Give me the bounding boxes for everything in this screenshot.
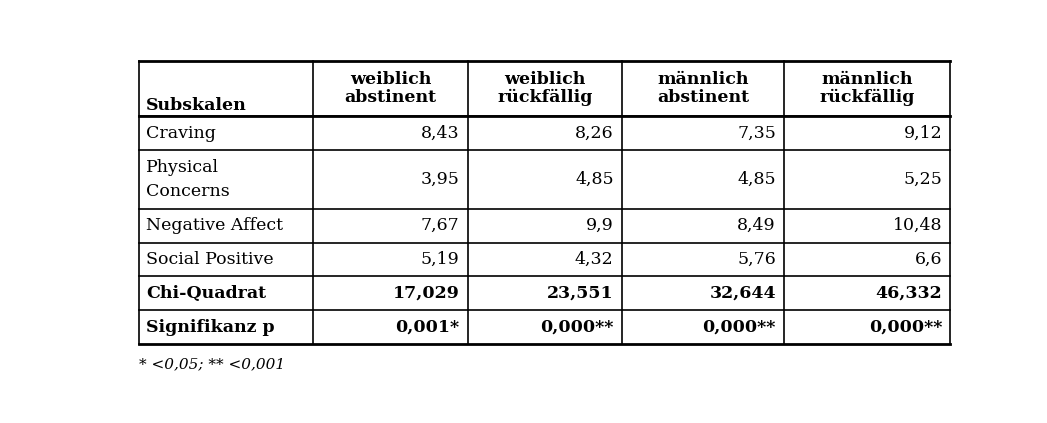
Text: 6,6: 6,6: [915, 251, 942, 268]
Text: 5,76: 5,76: [737, 251, 776, 268]
Text: Signifikanz p: Signifikanz p: [147, 319, 275, 335]
Text: männlich: männlich: [822, 71, 913, 88]
Text: rückfällig: rückfällig: [820, 89, 915, 106]
Text: 10,48: 10,48: [893, 217, 942, 234]
Text: Craving: Craving: [147, 125, 216, 142]
Text: Social Positive: Social Positive: [147, 251, 274, 268]
Text: 8,43: 8,43: [421, 125, 460, 142]
Text: 4,32: 4,32: [575, 251, 614, 268]
Text: 8,26: 8,26: [575, 125, 614, 142]
Text: Negative Affect: Negative Affect: [147, 217, 284, 234]
Text: * <0,05; ** <0,001: * <0,05; ** <0,001: [139, 357, 285, 371]
Text: 7,67: 7,67: [421, 217, 460, 234]
Text: 0,000**: 0,000**: [703, 319, 776, 335]
Text: weiblich: weiblich: [350, 71, 431, 88]
Text: 5,25: 5,25: [904, 171, 942, 188]
Text: Subskalen: Subskalen: [147, 97, 247, 114]
Text: Chi-Quadrat: Chi-Quadrat: [147, 285, 266, 302]
Text: 23,551: 23,551: [547, 285, 614, 302]
Text: weiblich: weiblich: [504, 71, 585, 88]
Text: 0,000**: 0,000**: [869, 319, 942, 335]
Text: 4,85: 4,85: [737, 171, 776, 188]
Text: 3,95: 3,95: [421, 171, 460, 188]
Text: 0,000**: 0,000**: [540, 319, 614, 335]
Text: Concerns: Concerns: [147, 183, 230, 201]
Text: 4,85: 4,85: [575, 171, 614, 188]
Text: 9,12: 9,12: [904, 125, 942, 142]
Text: rückfällig: rückfällig: [497, 89, 593, 106]
Text: abstinent: abstinent: [344, 89, 437, 106]
Text: 8,49: 8,49: [737, 217, 776, 234]
Text: 17,029: 17,029: [393, 285, 460, 302]
Text: 5,19: 5,19: [421, 251, 460, 268]
Text: 9,9: 9,9: [586, 217, 614, 234]
Text: 46,332: 46,332: [875, 285, 942, 302]
Text: 7,35: 7,35: [737, 125, 776, 142]
Text: männlich: männlich: [658, 71, 749, 88]
Text: 0,001*: 0,001*: [396, 319, 460, 335]
Text: 32,644: 32,644: [709, 285, 776, 302]
Text: abstinent: abstinent: [656, 89, 749, 106]
Text: Physical: Physical: [147, 159, 219, 176]
